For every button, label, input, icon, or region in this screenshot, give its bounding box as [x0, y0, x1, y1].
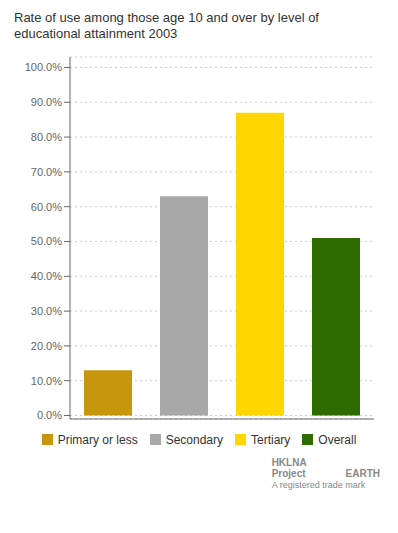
svg-text:10.0%: 10.0% [31, 374, 62, 386]
html-text:EARTH: EARTH [345, 468, 380, 479]
html-text:Secondary: Secondary [165, 432, 223, 447]
svg-text:20.0%: 20.0% [31, 339, 62, 351]
svg-text:90.0%: 90.0% [31, 96, 62, 108]
html-text:HKLNA: HKLNA [271, 456, 307, 468]
svg-text:40.0%: 40.0% [31, 270, 62, 282]
svg-text:30.0%: 30.0% [31, 305, 62, 317]
svg-text:50.0%: 50.0% [31, 235, 62, 247]
svg-text:100.0%: 100.0% [25, 61, 63, 73]
html-text:Rate of use among those age 10: Rate of use among those age 10 and over … [14, 10, 319, 42]
html-text:Tertiary: Tertiary [251, 432, 291, 447]
svg-text:80.0%: 80.0% [31, 130, 62, 142]
html-text:Project: Project [271, 468, 306, 479]
html-text:Overall: Overall [318, 432, 357, 447]
svg-text:60.0%: 60.0% [31, 200, 62, 212]
svg-text:0.0%: 0.0% [37, 409, 62, 421]
html-text:Primary or less: Primary or less [57, 432, 138, 447]
html-text:A registered trade mark: A registered trade mark [271, 479, 366, 490]
svg-text:70.0%: 70.0% [31, 165, 62, 177]
